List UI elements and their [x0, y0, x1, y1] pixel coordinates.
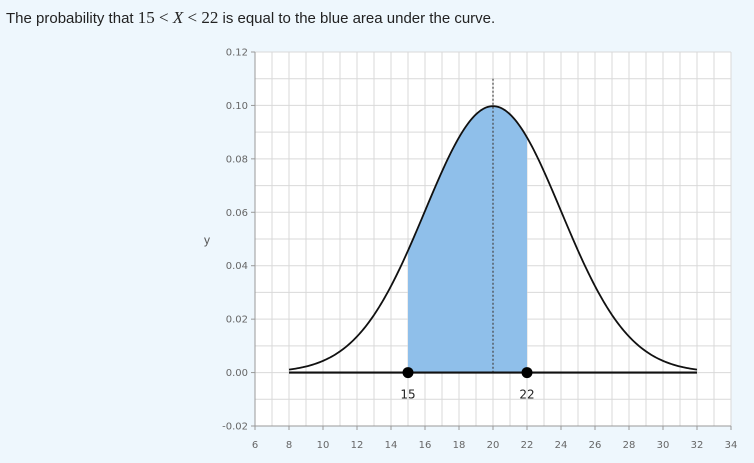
x-tick-label: 20 [487, 440, 500, 451]
x-tick-label: 24 [555, 440, 568, 451]
inequality: 15 < X < 22 [137, 8, 219, 27]
interval-point [402, 367, 414, 379]
x-tick-label: 8 [286, 440, 292, 451]
y-tick-label: 0.06 [226, 208, 248, 219]
problem-statement: The probability that 15 < X < 22 is equa… [6, 8, 496, 27]
density-curve [288, 105, 698, 371]
x-tick-label: 16 [419, 440, 432, 451]
x-tick-label: 26 [589, 440, 602, 451]
x-tick-label: 30 [657, 440, 670, 451]
y-tick-label: 0.12 [226, 48, 248, 59]
x-tick-label: 12 [351, 440, 364, 451]
shaded-probability-area [408, 106, 527, 373]
interval-point-label: 15 [400, 388, 415, 402]
x-tick-label: 14 [385, 440, 398, 451]
y-tick-label: 0.04 [226, 261, 248, 272]
y-tick-label: 0.10 [226, 101, 248, 112]
y-tick-label: 0.02 [226, 315, 248, 326]
y-axis-label: y [204, 233, 210, 247]
y-tick-label: 0.00 [226, 368, 248, 379]
y-tick-label: 0.08 [226, 154, 248, 165]
interval-point [521, 367, 533, 379]
x-tick-label: 32 [691, 440, 704, 451]
interval-point-label: 22 [519, 388, 534, 402]
x-tick-label: 28 [623, 440, 636, 451]
y-tick-label: -0.02 [222, 422, 248, 433]
x-tick-label: 10 [317, 440, 330, 451]
x-tick-label: 6 [252, 440, 258, 451]
x-tick-label: 18 [453, 440, 466, 451]
x-tick-label: 34 [725, 440, 738, 451]
x-tick-label: 22 [521, 440, 534, 451]
